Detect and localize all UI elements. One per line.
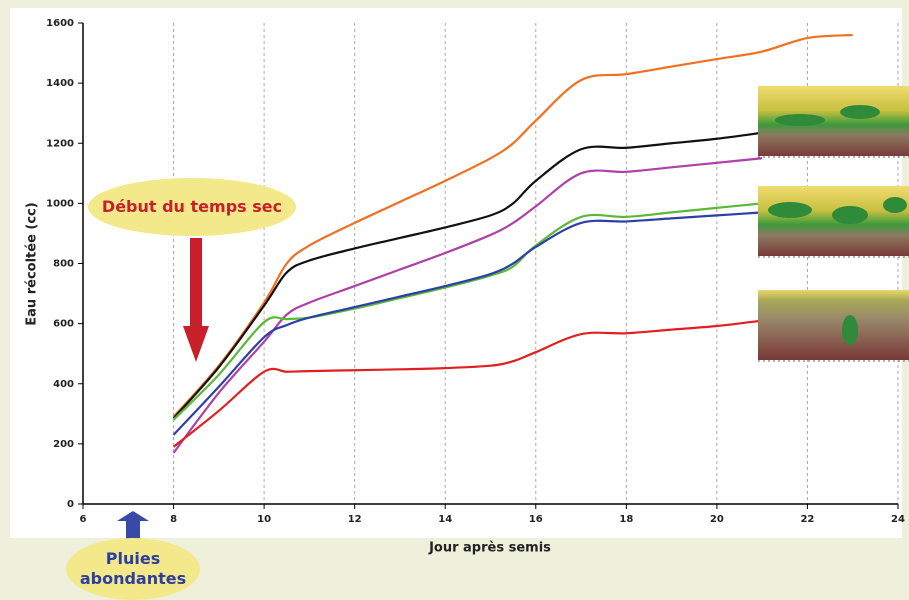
- x-tick-label: 12: [348, 514, 362, 525]
- axes: 6 8 10 12 14 16 18 20 22 24 0 200 400 600 800 1000 1200 1…: [46, 18, 905, 525]
- x-axis-title: Jour après semis: [428, 541, 551, 556]
- plot-background: [10, 8, 902, 538]
- x-tick-label: 16: [529, 514, 543, 525]
- x-tick-label: 18: [619, 514, 633, 525]
- series-line: [172, 319, 763, 448]
- y-tick-label: 800: [53, 259, 74, 270]
- series-line: [172, 33, 853, 418]
- annotation: Pluies abondantes: [66, 538, 200, 600]
- lines: [172, 33, 853, 454]
- y-tick-label: 200: [53, 439, 74, 450]
- series-line: [172, 211, 763, 436]
- annotation: Début du temps sec: [88, 178, 296, 236]
- y-tick-label: 1200: [46, 138, 74, 149]
- x-tick-label: 24: [891, 514, 905, 525]
- series-line: [172, 131, 763, 420]
- series-line: [172, 202, 763, 421]
- y-tick-label: 1000: [46, 198, 74, 209]
- soil-map: [758, 86, 909, 158]
- dry-arrow: [183, 238, 209, 362]
- soil-map: [758, 186, 909, 258]
- y-axis-title: Eau récoltée (cc): [25, 202, 40, 325]
- y-tick-label: 600: [53, 319, 74, 330]
- soil-map: [758, 290, 909, 362]
- x-tick-label: 6: [80, 514, 87, 525]
- x-tick-label: 14: [438, 514, 452, 525]
- x-tick-label: 22: [800, 514, 814, 525]
- y-tick-label: 1400: [46, 78, 74, 89]
- rain-arrow: [117, 511, 149, 540]
- y-tick-label: 0: [67, 499, 74, 510]
- y-tick-label: 400: [53, 379, 74, 390]
- x-tick-label: 10: [257, 514, 271, 525]
- y-tick-label: 1600: [46, 18, 74, 29]
- x-tick-label: 20: [710, 514, 724, 525]
- x-tick-label: 8: [170, 514, 177, 525]
